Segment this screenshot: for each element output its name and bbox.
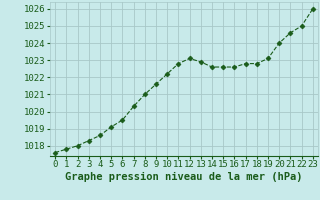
X-axis label: Graphe pression niveau de la mer (hPa): Graphe pression niveau de la mer (hPa) [65,172,303,182]
